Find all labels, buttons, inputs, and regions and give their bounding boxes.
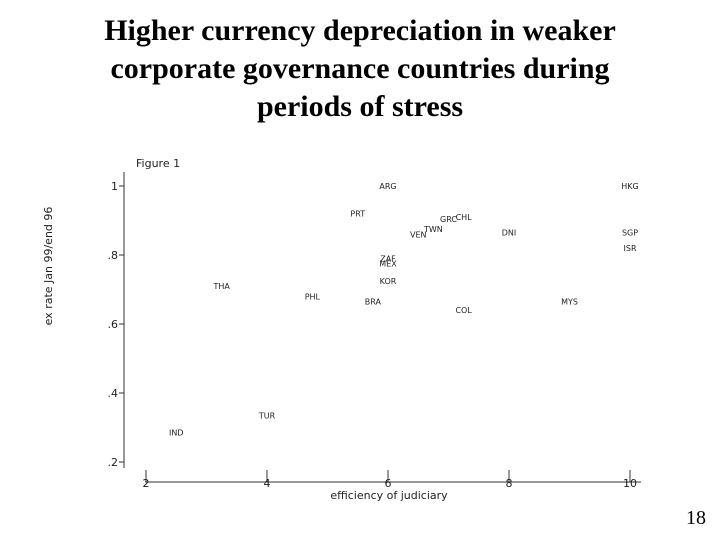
y-axis-label: ex rate Jan 99/end 96 xyxy=(42,207,55,326)
data-point-tha: THA xyxy=(212,282,230,291)
data-point-sgp: SGP xyxy=(622,229,638,238)
data-point-kor: KOR xyxy=(380,277,397,286)
slide-title-line-1: Higher currency depreciation in weaker xyxy=(104,14,616,47)
x-tick-label: 6 xyxy=(385,477,392,490)
x-tick-label: 4 xyxy=(264,477,271,490)
page-number: 18 xyxy=(686,507,706,529)
data-point-dni: DNI xyxy=(502,229,517,238)
data-point-ven: VEN xyxy=(410,230,427,239)
x-tick-label: 8 xyxy=(506,477,513,490)
slide-title-line-3: periods of stress xyxy=(256,90,464,123)
data-point-zaf: ZAF xyxy=(380,254,396,263)
slide-title: Higher currency depreciation in weaker c… xyxy=(0,12,720,126)
data-point-bra: BRA xyxy=(365,298,382,307)
data-point-twn: TWN xyxy=(423,225,443,234)
data-point-col: COL xyxy=(455,306,472,315)
x-axis-ticks: 2 4 6 8 10 xyxy=(143,470,637,490)
y-tick-label: .8 xyxy=(108,249,119,262)
y-tick-label: .6 xyxy=(108,318,119,331)
data-point-isr: ISR xyxy=(624,244,637,253)
data-point-phl: PHL xyxy=(305,292,321,301)
data-point-ind: IND xyxy=(169,429,184,438)
data-point-mys: MYS xyxy=(561,298,578,307)
y-tick-label: .4 xyxy=(108,387,119,400)
x-tick-label: 10 xyxy=(623,477,637,490)
x-axis-label: efficiency of judiciary xyxy=(330,489,448,502)
data-point-mex: MEX xyxy=(379,260,397,269)
x-tick-label: 2 xyxy=(143,477,150,490)
y-tick-label: .2 xyxy=(108,456,119,469)
data-point-chl: CHL xyxy=(456,213,473,222)
y-axis-ticks: 1 .8 .6 .4 .2 xyxy=(108,180,124,469)
chart-title: Figure 1 xyxy=(136,157,180,170)
data-point-tur: TUR xyxy=(258,411,276,420)
slide-title-line-2: corporate governance countries during xyxy=(110,52,610,85)
data-point-prt: PRT xyxy=(350,210,365,219)
data-point-arg: ARG xyxy=(379,182,396,191)
data-point-hkg: HKG xyxy=(621,182,638,191)
y-tick-label: 1 xyxy=(111,180,118,193)
data-point-grc: GRC xyxy=(440,215,457,224)
